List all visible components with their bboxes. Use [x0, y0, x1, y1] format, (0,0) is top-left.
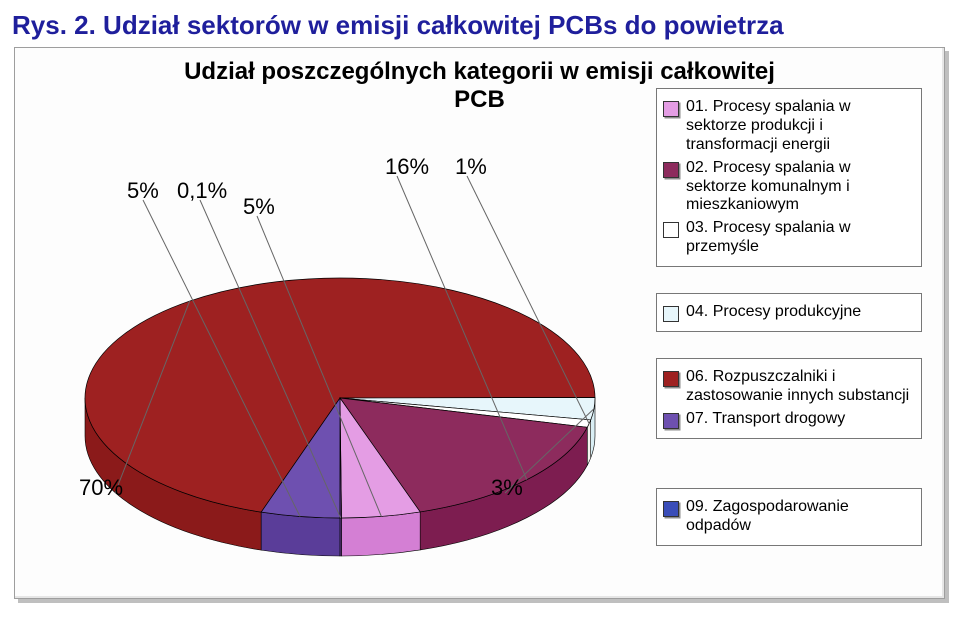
legend-text: 03. Procesy spalania w przemyśle [686, 219, 913, 257]
legend-swatch [663, 101, 679, 117]
legend-box-2: 04. Procesy produkcyjne [656, 293, 922, 332]
pie-chart [45, 138, 615, 578]
legend-item: 09. Zagospodarowanie odpadów [663, 498, 913, 536]
pie-label-0-1: 0,1% [177, 178, 227, 204]
legend-item: 06. Rozpuszczalniki i zastosowanie innyc… [663, 368, 913, 406]
pie-label-5b: 5% [127, 178, 159, 204]
pie-label-70: 70% [79, 475, 123, 501]
figure-title: Rys. 2. Udział sektorów w emisji całkowi… [0, 0, 959, 47]
pie-label-1: 1% [455, 154, 487, 180]
pie-label-3: 3% [491, 475, 523, 501]
legend-text: 02. Procesy spalania w sektorze komunaln… [686, 159, 913, 216]
chart-panel: Udział poszczególnych kategorii w emisji… [14, 47, 945, 599]
legend-box-4: 09. Zagospodarowanie odpadów [656, 488, 922, 546]
chart-subtitle-line1: Udział poszczególnych kategorii w emisji… [15, 58, 944, 86]
legend-item: 02. Procesy spalania w sektorze komunaln… [663, 159, 913, 216]
legend-box-3: 06. Rozpuszczalniki i zastosowanie innyc… [656, 358, 922, 439]
legend-text: 07. Transport drogowy [686, 410, 913, 429]
legend-item: 03. Procesy spalania w przemyśle [663, 219, 913, 257]
legend-swatch [663, 306, 679, 322]
pie-label-5a: 5% [243, 194, 275, 220]
pie-label-16: 16% [385, 154, 429, 180]
legend-swatch [663, 222, 679, 238]
legend-swatch [663, 413, 679, 429]
legend-text: 01. Procesy spalania w sektorze produkcj… [686, 98, 913, 155]
legend-swatch [663, 162, 679, 178]
legend-swatch [663, 371, 679, 387]
legend-item: 01. Procesy spalania w sektorze produkcj… [663, 98, 913, 155]
legend-box-1: 01. Procesy spalania w sektorze produkcj… [656, 88, 922, 267]
legend-text: 09. Zagospodarowanie odpadów [686, 498, 913, 536]
legend-swatch [663, 501, 679, 517]
legend-item: 04. Procesy produkcyjne [663, 303, 913, 322]
legend-item: 07. Transport drogowy [663, 410, 913, 429]
legend-text: 04. Procesy produkcyjne [686, 303, 913, 322]
legend-text: 06. Rozpuszczalniki i zastosowanie innyc… [686, 368, 913, 406]
